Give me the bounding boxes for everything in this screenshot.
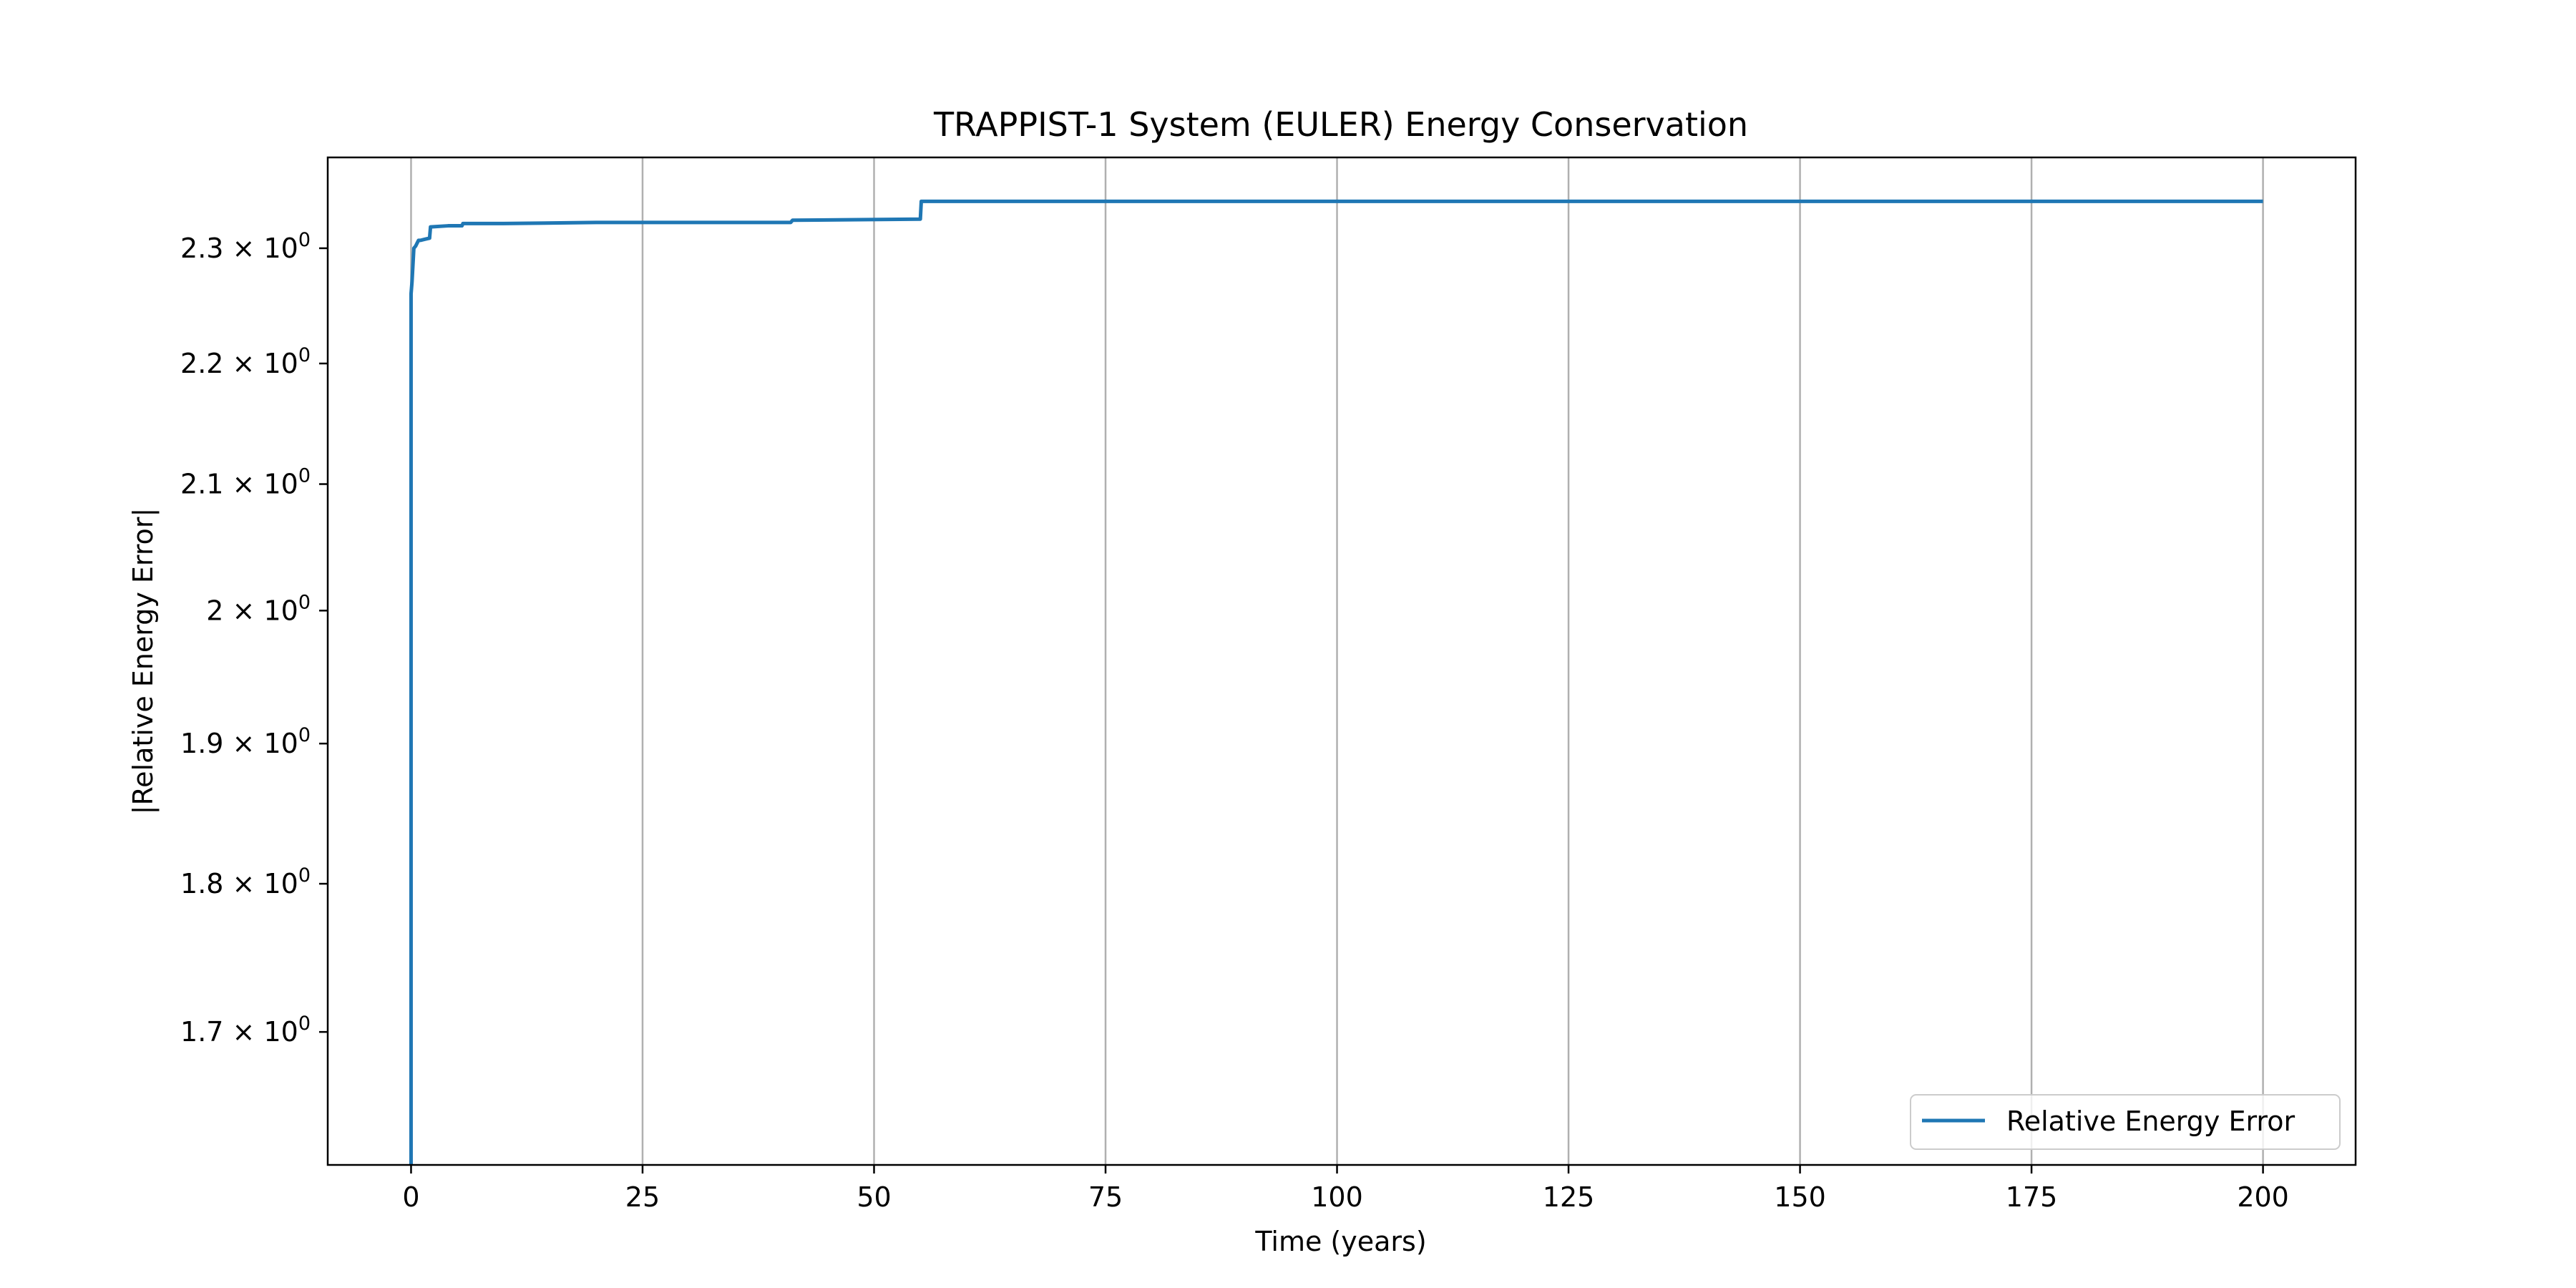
series-line-relative-energy-error [409, 199, 2263, 1165]
chart-title: TRAPPIST-1 System (EULER) Energy Conserv… [933, 105, 1748, 144]
x-tick-label-200: 200 [2237, 1181, 2289, 1213]
y-tick-label-2: 2 × 100 [206, 591, 311, 626]
plot-frame [326, 156, 2357, 1166]
x-axis-ticks: 0 25 50 75 100 125 150 175 200 [402, 1165, 2289, 1213]
x-axis-label: Time (years) [1254, 1226, 1426, 1257]
x-tick-label-25: 25 [625, 1181, 660, 1213]
y-axis-label: |Relative Energy Error| [127, 508, 160, 815]
x-tick-label-75: 75 [1088, 1181, 1123, 1213]
y-tick-label-1-7: 1.7 × 100 [180, 1013, 311, 1048]
x-tick-label-150: 150 [1774, 1181, 1826, 1213]
y-tick-label-1-8: 1.8 × 100 [180, 864, 311, 899]
x-tick-label-0: 0 [402, 1181, 419, 1213]
y-tick-label-2-1: 2.1 × 100 [180, 465, 311, 500]
legend-box [1910, 1094, 2341, 1150]
legend: Relative Energy Error [1910, 1094, 2341, 1150]
x-tick-label-50: 50 [857, 1181, 891, 1213]
legend-label-relative-energy-error: Relative Energy Error [2006, 1106, 2295, 1137]
x-tick-label-175: 175 [2006, 1181, 2058, 1213]
y-tick-label-2-2: 2.2 × 100 [180, 344, 311, 379]
y-tick-label-2-3: 2.3 × 100 [180, 229, 311, 264]
y-axis-ticks: 1.7 × 100 1.8 × 100 1.9 × 100 2 × 100 2.1 × … [180, 229, 328, 1048]
x-tick-label-125: 125 [1543, 1181, 1595, 1213]
series-group [409, 199, 2263, 1165]
x-tick-label-100: 100 [1311, 1181, 1363, 1213]
y-tick-label-1-9: 1.9 × 100 [180, 724, 311, 759]
